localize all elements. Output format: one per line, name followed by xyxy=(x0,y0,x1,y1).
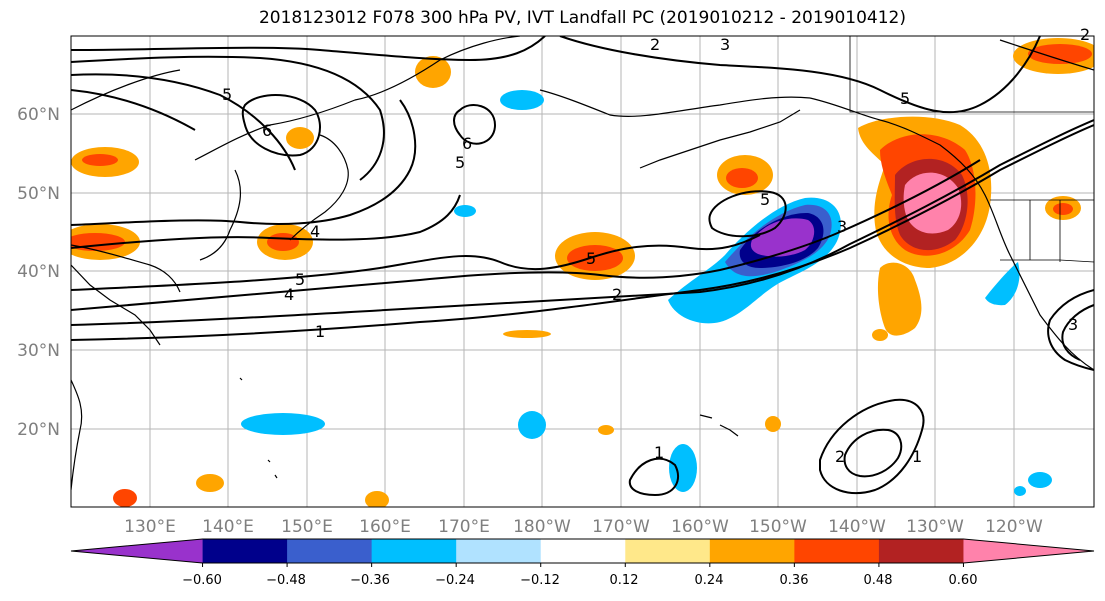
colorbar-tick-labels: −0.60 −0.48 −0.36 −0.24 −0.12 0.12 0.24 … xyxy=(182,573,977,588)
colorbar-ticks xyxy=(202,563,964,567)
lon-label: 170°W xyxy=(592,517,650,537)
contour-label: 3 xyxy=(1068,315,1078,334)
contour-label: 2 xyxy=(612,285,622,304)
colorbar-segment xyxy=(540,539,626,563)
colorbar-tick-label: −0.60 xyxy=(182,573,222,588)
contour-label: 1 xyxy=(315,322,325,341)
colorbar-segment xyxy=(287,539,373,563)
colorbar-segment xyxy=(456,539,542,563)
colorbar-tick-label: −0.12 xyxy=(520,573,560,588)
lon-label: 170°E xyxy=(438,517,490,537)
lat-label: 60°N xyxy=(17,105,60,125)
colorbar-tick-label: 0.24 xyxy=(695,573,724,588)
contour-label: 5 xyxy=(760,190,770,209)
lon-label: 150°W xyxy=(749,517,807,537)
contour-label: 2 xyxy=(835,447,845,466)
colorbar-tick-label: 0.12 xyxy=(610,573,639,588)
colorbar-tick-label: 0.48 xyxy=(864,573,893,588)
colorbar-segment xyxy=(371,539,457,563)
contour-label: 1 xyxy=(912,447,922,466)
colorbar-segment xyxy=(878,539,964,563)
colorbar-tick-label: 0.36 xyxy=(780,573,809,588)
colorbar-tick-label: −0.24 xyxy=(435,573,475,588)
colorbar-segment xyxy=(625,539,711,563)
contour-label: 5 xyxy=(900,89,910,108)
contour-label: 2 xyxy=(650,35,660,54)
contour-label: 5 xyxy=(586,249,596,268)
latitude-labels: 60°N 50°N 40°N 30°N 20°N xyxy=(17,105,60,440)
lon-label: 140°E xyxy=(202,517,254,537)
colorbar-tick-label: 0.60 xyxy=(949,573,978,588)
contour-label: 5 xyxy=(295,270,305,289)
lon-label: 180°W xyxy=(513,517,571,537)
contour-label: 3 xyxy=(720,35,730,54)
contour-label: 5 xyxy=(222,85,232,104)
colorbar-tick-label: −0.48 xyxy=(266,573,306,588)
lon-label: 150°E xyxy=(281,517,333,537)
contour-label: 1 xyxy=(654,443,664,462)
lon-label: 160°E xyxy=(359,517,411,537)
political-borders xyxy=(849,36,1094,263)
pv-contours xyxy=(71,36,1094,497)
colorbar-segment xyxy=(963,539,1094,563)
lon-label: 160°W xyxy=(671,517,729,537)
contour-label: 3 xyxy=(837,217,847,236)
colorbar: −0.60 −0.48 −0.36 −0.24 −0.12 0.12 0.24 … xyxy=(70,538,1095,588)
lat-label: 40°N xyxy=(17,262,60,282)
lat-label: 20°N xyxy=(17,420,60,440)
contour-label: 2 xyxy=(1080,25,1090,44)
coastlines xyxy=(71,36,1094,491)
longitude-labels: 130°E 140°E 150°E 160°E 170°E 180°W 170°… xyxy=(124,517,1043,537)
colorbar-segment xyxy=(794,539,880,563)
lat-label: 30°N xyxy=(17,341,60,361)
contour-label: 4 xyxy=(310,222,320,241)
colorbar-segment xyxy=(709,539,795,563)
lon-label: 120°W xyxy=(985,517,1043,537)
lat-label: 50°N xyxy=(17,184,60,204)
colorbar-segment xyxy=(71,539,203,563)
lon-label: 140°W xyxy=(828,517,886,537)
contour-label: 4 xyxy=(284,285,294,304)
map-title: 2018123012 F078 300 hPa PV, IVT Landfall… xyxy=(258,8,906,28)
contour-label: 6 xyxy=(462,134,472,153)
colorbar-tick-label: −0.36 xyxy=(350,573,390,588)
colorbar-segments xyxy=(70,538,1095,564)
lon-label: 130°E xyxy=(124,517,176,537)
contour-label: 5 xyxy=(455,153,465,172)
contour-labels: 1 2 4 5 4 6 5 6 5 2 3 5 5 3 1 2 2 3 1 5 xyxy=(222,25,1090,466)
map-frame xyxy=(70,35,1095,508)
colorbar-segment xyxy=(202,539,288,563)
lon-label: 130°W xyxy=(906,517,964,537)
contour-label: 6 xyxy=(262,121,272,140)
